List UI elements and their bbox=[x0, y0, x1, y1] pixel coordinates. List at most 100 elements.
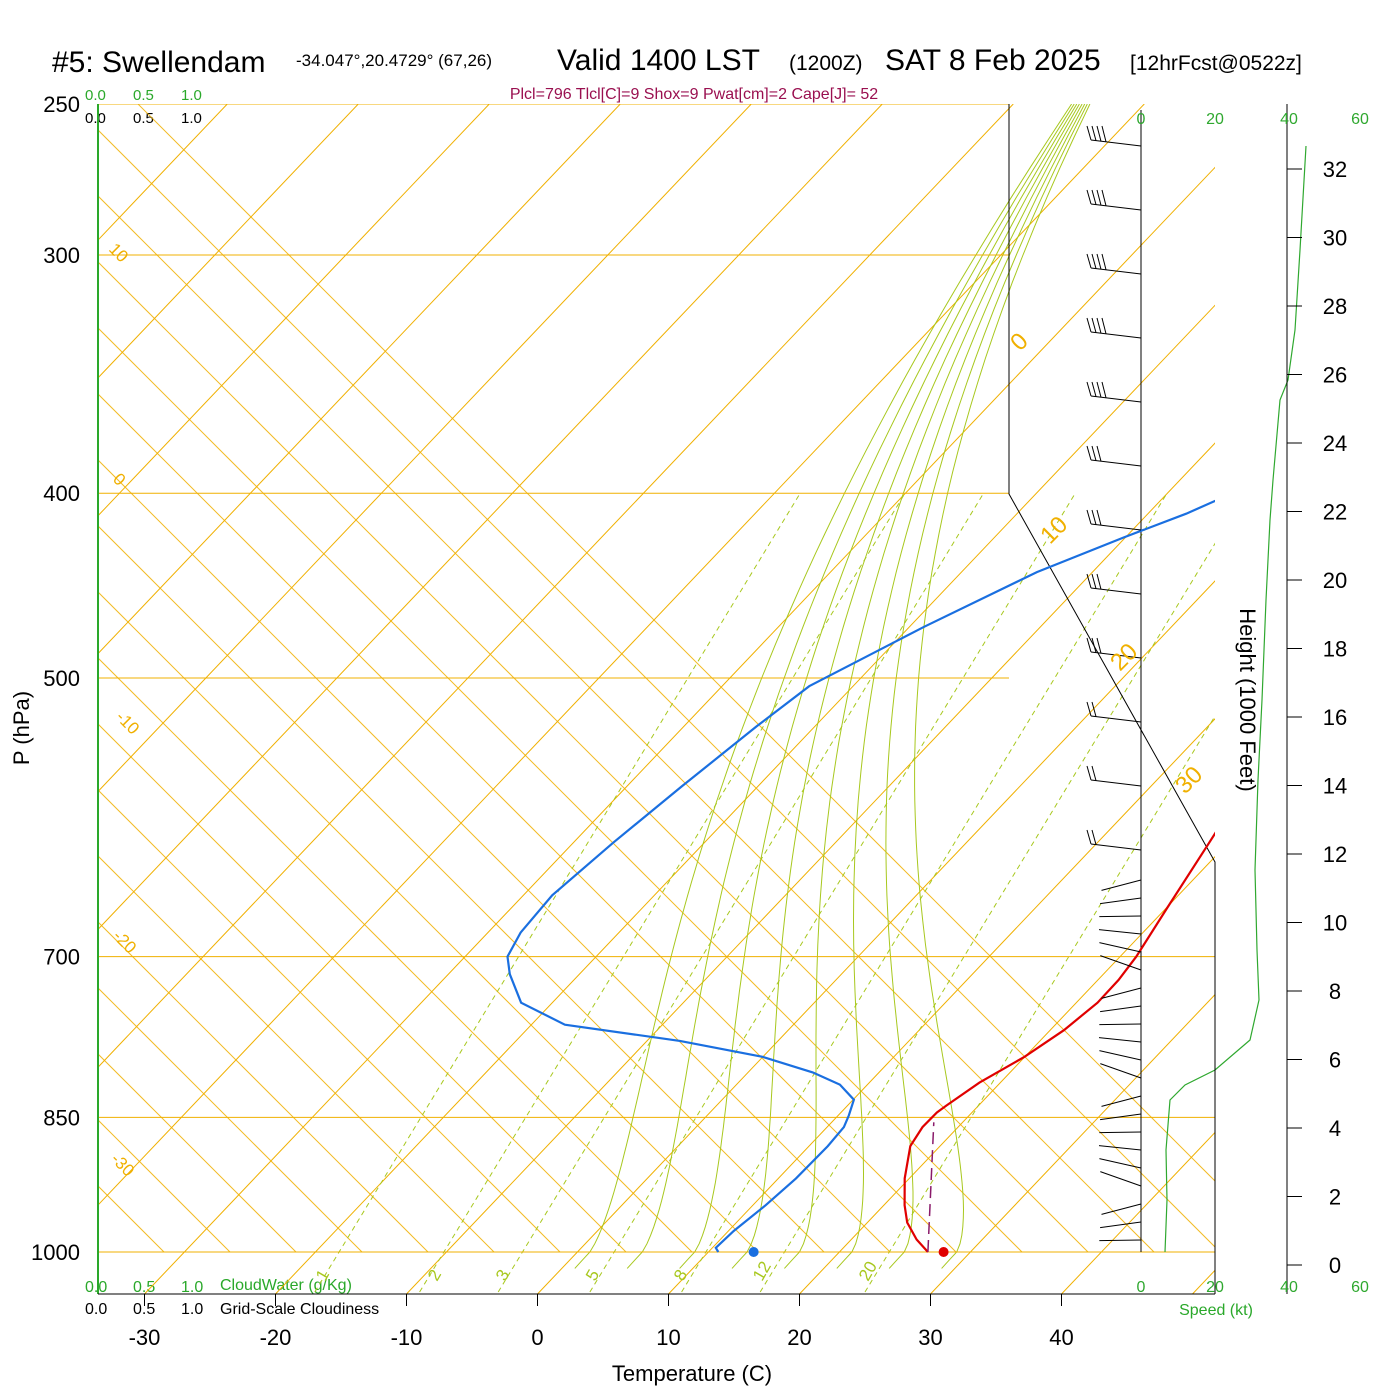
pressure-tick-label: 1000 bbox=[31, 1240, 80, 1265]
height-tick-label: 6 bbox=[1329, 1048, 1341, 1073]
x-tick-label: 0 bbox=[531, 1325, 543, 1350]
mixing-ratio-line bbox=[759, 542, 1215, 1293]
speed-tick-label: 60 bbox=[1351, 1279, 1369, 1296]
chart-frame bbox=[97, 104, 1288, 1295]
dry-adiabat bbox=[98, 855, 495, 1253]
dry-adiabat bbox=[98, 1053, 297, 1253]
wind-barb bbox=[1086, 381, 1142, 403]
x-tick-label: -30 bbox=[129, 1325, 161, 1350]
wind-barb bbox=[1099, 1050, 1142, 1061]
wind-barb bbox=[1086, 253, 1142, 275]
wind-barb bbox=[1099, 942, 1142, 953]
moist-adiabat bbox=[885, 104, 1088, 1269]
cloud-scale-bottom-green-2: 1.0 bbox=[181, 1279, 203, 1296]
pressure-tick-label: 500 bbox=[43, 666, 80, 691]
dry-adiabat bbox=[98, 525, 825, 1253]
moist-adiabat bbox=[679, 104, 1078, 1269]
wind-barb bbox=[1099, 1239, 1142, 1242]
wind-barb bbox=[1100, 1171, 1142, 1187]
dry-adiabat bbox=[98, 723, 627, 1253]
utc-time: (1200Z) bbox=[789, 52, 863, 75]
wind-barb bbox=[1099, 1023, 1142, 1026]
moist-adiabat bbox=[626, 104, 1075, 1269]
wind-barb bbox=[1098, 1037, 1142, 1043]
isotherm-label: -30 bbox=[107, 1149, 138, 1180]
mixing-ratio-line bbox=[864, 715, 1215, 1293]
height-tick-label: 8 bbox=[1329, 979, 1341, 1004]
wind-barb bbox=[1100, 1221, 1142, 1229]
mixing-ratio-line bbox=[314, 492, 801, 1293]
height-tick-label: 22 bbox=[1323, 500, 1347, 525]
wind-barb bbox=[1086, 317, 1142, 339]
cloudwater-label: CloudWater (g/Kg) bbox=[220, 1277, 352, 1294]
isotherm-label: 10 bbox=[1035, 511, 1073, 549]
isotherm bbox=[668, 718, 1215, 1294]
wind-barb bbox=[1100, 955, 1142, 971]
height-tick-label: 32 bbox=[1323, 157, 1347, 182]
moist-adiabat bbox=[574, 104, 1073, 1269]
mixing-ratio-line bbox=[589, 492, 1076, 1293]
cloud-scale-top-green-0: 0.0 bbox=[85, 87, 106, 104]
isotherm bbox=[98, 104, 490, 517]
dry-adiabat bbox=[98, 987, 363, 1253]
wind-barb bbox=[1086, 829, 1142, 851]
speed-tick-label: 40 bbox=[1280, 111, 1298, 128]
wind-barb bbox=[1100, 1005, 1142, 1013]
dry-adiabat bbox=[98, 459, 891, 1253]
isotherm bbox=[799, 856, 1215, 1294]
x-tick-label: 20 bbox=[787, 1325, 811, 1350]
dry-adiabat bbox=[98, 591, 759, 1253]
speed-axis-title: Speed (kt) bbox=[1179, 1302, 1253, 1319]
mixing-ratio-label: 5 bbox=[582, 1266, 603, 1284]
cloud-scale-bottom-green-1: 0.5 bbox=[133, 1279, 155, 1296]
parcel-line bbox=[927, 1122, 935, 1253]
isotherm bbox=[1061, 1131, 1215, 1294]
wind-barb bbox=[1100, 1063, 1142, 1079]
axis-labels: -30 -20 -10 0 10 20 30 401000850700500400300250… bbox=[31, 92, 1369, 1350]
isotherm bbox=[406, 442, 1215, 1294]
isotherm bbox=[930, 993, 1215, 1294]
isotherm-label: -10 bbox=[112, 707, 143, 738]
wind-barb bbox=[1101, 879, 1142, 891]
mixing-ratio-label: 2 bbox=[424, 1266, 445, 1284]
station-title: #5: Swellendam bbox=[52, 46, 265, 79]
height-axis-title: Height (1000 Feet) bbox=[1235, 608, 1260, 791]
isotherm bbox=[275, 304, 1215, 1294]
height-tick-label: 16 bbox=[1323, 705, 1347, 730]
wind-barb bbox=[1098, 1145, 1142, 1151]
dry-adiabat bbox=[98, 1119, 231, 1253]
height-tick-label: 30 bbox=[1323, 226, 1347, 251]
isotherm bbox=[98, 104, 621, 655]
cloud-scale-bottom-green-0: 0.0 bbox=[85, 1279, 107, 1296]
cloud-scale-top: 0.0 0.5 1.0 0.0 0.5 1.0 bbox=[85, 87, 202, 127]
x-tick-label: 30 bbox=[918, 1325, 942, 1350]
wind-barb bbox=[1099, 1131, 1142, 1134]
temperature-surface-dot bbox=[938, 1247, 949, 1257]
pressure-tick-label: 300 bbox=[43, 243, 80, 268]
wind-barb bbox=[1101, 1203, 1142, 1215]
speed-tick-label: 60 bbox=[1351, 111, 1369, 128]
cloud-scale-top-green-1: 0.5 bbox=[133, 87, 154, 104]
wind-barb bbox=[1086, 637, 1142, 659]
wind-barb bbox=[1099, 1158, 1142, 1169]
cloudiness-label: Grid-Scale Cloudiness bbox=[220, 1301, 379, 1318]
moist-adiabat bbox=[731, 104, 1080, 1269]
moist-adiabat bbox=[836, 104, 1086, 1269]
speed-tick-label: 20 bbox=[1206, 1279, 1224, 1296]
height-tick-label: 20 bbox=[1323, 568, 1347, 593]
dry-adiabat bbox=[98, 921, 429, 1253]
height-tick-label: 18 bbox=[1323, 637, 1347, 662]
speed-tick-label: 20 bbox=[1206, 111, 1224, 128]
height-tick-label: 28 bbox=[1323, 294, 1347, 319]
wind-barb bbox=[1100, 1113, 1142, 1121]
wind-barbs bbox=[1086, 125, 1142, 1242]
pressure-tick-label: 700 bbox=[43, 945, 80, 970]
sounding-series bbox=[506, 499, 1215, 1257]
isotherm bbox=[98, 104, 228, 241]
cloud-scale-bottom-black-1: 0.5 bbox=[133, 1301, 155, 1318]
right-boundary bbox=[1008, 104, 1216, 1294]
isotherm bbox=[1192, 1269, 1215, 1294]
wind-barb bbox=[1086, 125, 1142, 147]
dry-adiabat bbox=[98, 1251, 99, 1252]
